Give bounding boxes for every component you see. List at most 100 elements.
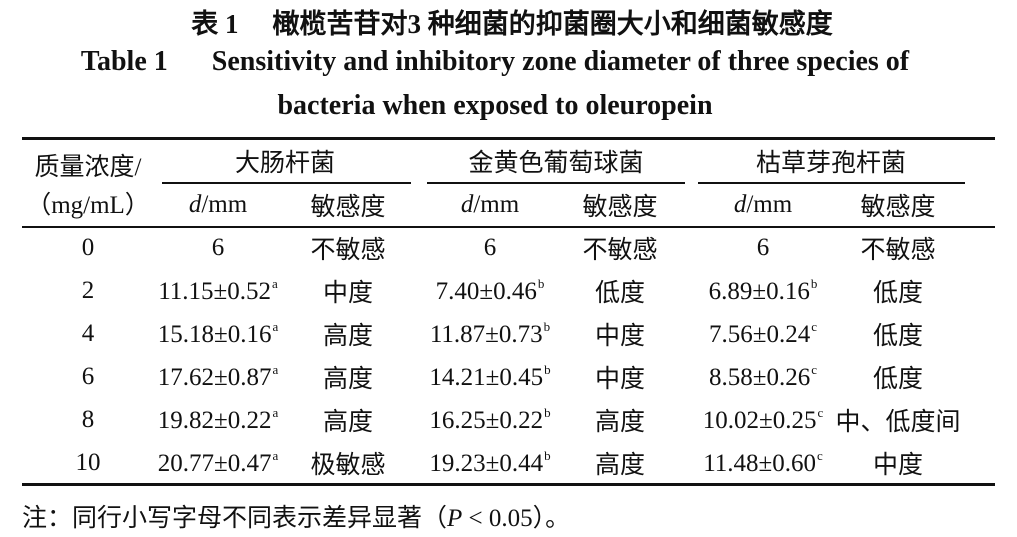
- diameter-value: 10.02±0.25: [702, 407, 817, 434]
- sensitivity: 极敏感: [310, 452, 386, 479]
- diameter-value: 11.87±0.73: [429, 321, 543, 348]
- sensitivity: 高度: [322, 366, 374, 393]
- diameter: 16.25±0.22b: [429, 405, 550, 435]
- diameter: 8.58±0.26c: [709, 362, 817, 392]
- diameter-value: 7.56±0.24: [708, 321, 811, 348]
- header-rule: [22, 226, 995, 228]
- concentration: 10: [75, 449, 101, 476]
- group-header: 金黄色葡萄球菌: [468, 150, 644, 177]
- significance: b: [544, 405, 551, 420]
- sensitivity: 高度: [322, 323, 374, 350]
- significance: b: [543, 319, 551, 334]
- diameter: 6: [484, 234, 497, 262]
- diameter: 6: [212, 234, 225, 262]
- significance: b: [544, 362, 551, 377]
- title-text: Sensitivity and inhibitory zone diameter…: [211, 46, 910, 77]
- sensitivity: 高度: [594, 452, 646, 479]
- diameter-value: 11.48±0.60: [703, 450, 817, 477]
- significance: a: [272, 319, 279, 334]
- sensitivity: 低度: [872, 323, 924, 350]
- concentration: 8: [81, 406, 95, 433]
- significance: b: [537, 276, 545, 291]
- diameter-value: 19.23±0.44: [429, 450, 544, 477]
- sensitivity: 低度: [872, 280, 924, 307]
- title-text: 橄榄苦苷对3 种细菌的抑菌圈大小和细菌敏感度: [272, 9, 833, 39]
- concentration: 6: [81, 363, 95, 390]
- diameter-value: 14.21±0.45: [429, 364, 544, 391]
- diameter: 14.21±0.45b: [429, 362, 550, 392]
- diameter-symbol: d: [188, 191, 202, 218]
- diameter-value: 20.77±0.47: [157, 450, 272, 477]
- subheader: 敏感度: [310, 194, 386, 221]
- diameter-symbol: d: [733, 191, 747, 218]
- significance: c: [817, 448, 823, 463]
- group-header: 大肠杆菌: [234, 150, 336, 177]
- note-text: 注：同行小写字母不同表示差异显著（: [22, 505, 448, 532]
- diameter-value: 15.18±0.16: [157, 321, 272, 348]
- subheader: 敏感度: [582, 194, 658, 221]
- diameter: 19.82±0.22a: [158, 405, 279, 435]
- sensitivity: 中度: [322, 280, 374, 307]
- note-symbol: P: [447, 505, 463, 532]
- significance: c: [817, 405, 824, 420]
- diameter-value: 11.15±0.52: [158, 278, 272, 305]
- diameter-value: 16.25±0.22: [429, 407, 544, 434]
- subheader: d/mm: [734, 191, 792, 219]
- title-label: Table 1: [80, 46, 168, 77]
- diameter: 11.87±0.73b: [430, 319, 550, 349]
- sensitivity: 中度: [872, 452, 924, 479]
- diameter-value: 7.40±0.46: [435, 278, 537, 305]
- diameter: 20.77±0.47a: [158, 448, 279, 478]
- sensitivity: 低度: [872, 366, 924, 393]
- diameter-symbol: d: [460, 191, 474, 218]
- diameter: 15.18±0.16a: [158, 319, 279, 349]
- diameter-value: 6: [756, 234, 770, 261]
- note-text: < 0.05）。: [462, 505, 571, 532]
- diameter: 7.56±0.24c: [709, 319, 817, 349]
- group-rule: [698, 182, 965, 184]
- diameter-value: 6: [211, 234, 225, 261]
- significance: c: [811, 319, 818, 334]
- diameter-value: 6.89±0.16: [708, 278, 810, 305]
- diameter-value: 17.62±0.87: [157, 364, 272, 391]
- diameter: 6: [757, 234, 770, 262]
- title-en-line: bacteria when exposed to oleuropein: [277, 90, 713, 121]
- subheader: d/mm: [461, 191, 519, 219]
- subheader: d/mm: [189, 191, 247, 219]
- sensitivity: 不敏感: [582, 237, 658, 264]
- significance: c: [811, 362, 818, 377]
- concentration: 0: [81, 234, 95, 261]
- bottom-rule: [22, 483, 995, 486]
- diameter-unit: /mm: [473, 191, 520, 218]
- note: 注：同行小写字母不同表示差异显著（P < 0.05）。: [22, 498, 570, 534]
- sensitivity: 不敏感: [860, 237, 936, 264]
- concentration: 4: [81, 320, 95, 347]
- diameter-value: 8.58±0.26: [708, 364, 811, 391]
- title-en: Table 1 Sensitivity and inhibitory zone d…: [81, 46, 909, 78]
- significance: b: [810, 276, 818, 291]
- significance: a: [272, 276, 278, 291]
- significance: a: [272, 405, 279, 420]
- diameter: 7.40±0.46b: [436, 276, 545, 306]
- sensitivity: 高度: [594, 409, 646, 436]
- diameter: 17.62±0.87a: [158, 362, 279, 392]
- corner-header: （mg/mL）: [26, 192, 150, 219]
- diameter-value: 19.82±0.22: [157, 407, 272, 434]
- title-cn: 表 1 橄榄苦苷对3 种细菌的抑菌圈大小和细菌敏感度: [191, 2, 833, 41]
- sensitivity: 高度: [322, 409, 374, 436]
- sensitivity: 中度: [594, 366, 646, 393]
- diameter: 6.89±0.16b: [709, 276, 818, 306]
- diameter-unit: /mm: [746, 191, 793, 218]
- group-rule: [427, 182, 685, 184]
- subheader: 敏感度: [860, 194, 936, 221]
- sensitivity: 中度: [594, 323, 646, 350]
- diameter: 19.23±0.44b: [429, 448, 550, 478]
- significance: a: [272, 448, 279, 463]
- significance: b: [544, 448, 551, 463]
- diameter: 11.15±0.52a: [158, 276, 278, 306]
- sensitivity: 低度: [594, 280, 646, 307]
- diameter-value: 6: [483, 234, 497, 261]
- concentration: 2: [81, 277, 95, 304]
- sensitivity: 中、低度间: [835, 409, 961, 436]
